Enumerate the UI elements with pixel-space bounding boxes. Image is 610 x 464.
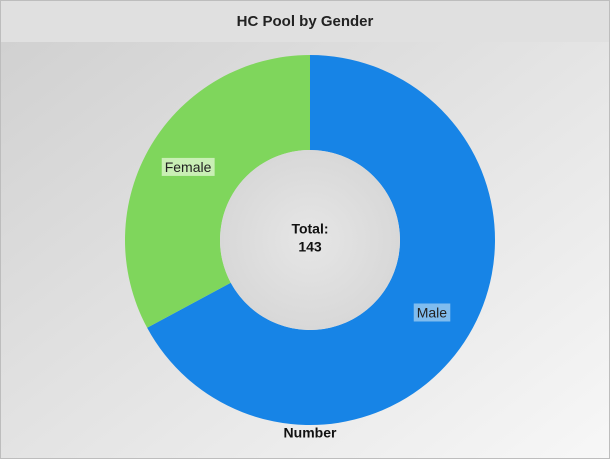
slice-label-box (161, 157, 215, 176)
center-label: Total: (291, 221, 328, 237)
donut-slice (147, 55, 495, 425)
slice-label: Male (417, 304, 448, 320)
x-axis-label: Number (284, 425, 337, 441)
donut (124, 55, 495, 425)
donut-slice (124, 55, 310, 328)
slice-label: Female (165, 159, 212, 175)
title-bar (1, 1, 609, 42)
chart-title: HC Pool by Gender (237, 13, 374, 30)
donut-hole (220, 150, 400, 330)
slice-label-box (413, 303, 451, 322)
center-total: 143 (298, 239, 322, 255)
